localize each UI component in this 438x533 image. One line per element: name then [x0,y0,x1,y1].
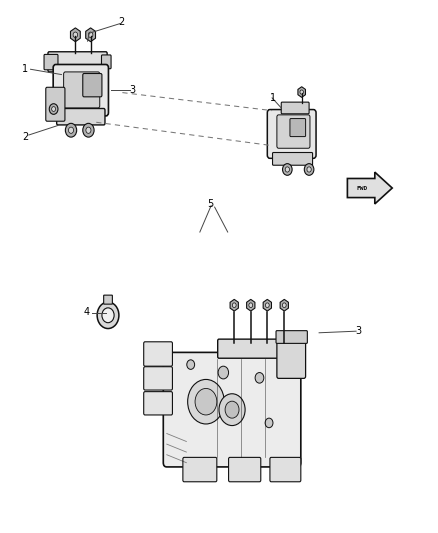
Circle shape [283,164,292,175]
FancyBboxPatch shape [218,339,281,358]
Text: 3: 3 [355,326,361,336]
Polygon shape [86,28,95,42]
FancyBboxPatch shape [102,55,111,69]
Circle shape [285,167,290,172]
Circle shape [249,303,253,308]
Circle shape [49,104,58,114]
Polygon shape [298,87,305,98]
Text: 3: 3 [129,85,135,95]
FancyBboxPatch shape [44,54,58,70]
Circle shape [73,32,78,37]
Text: 2: 2 [118,17,124,27]
Text: 2: 2 [22,132,28,142]
Circle shape [187,360,194,369]
FancyBboxPatch shape [48,52,107,72]
Text: FWD: FWD [356,185,367,190]
Polygon shape [263,300,272,311]
FancyBboxPatch shape [104,295,113,304]
Polygon shape [347,172,392,204]
Circle shape [265,303,269,308]
Circle shape [97,302,119,328]
Circle shape [187,379,224,424]
Circle shape [307,167,311,172]
Circle shape [86,127,91,133]
FancyBboxPatch shape [144,367,173,390]
FancyBboxPatch shape [270,457,301,482]
FancyBboxPatch shape [83,74,102,97]
FancyBboxPatch shape [277,332,306,378]
FancyBboxPatch shape [229,457,261,482]
Circle shape [304,164,314,175]
FancyBboxPatch shape [163,352,301,467]
Circle shape [88,32,93,37]
Circle shape [232,303,236,308]
FancyBboxPatch shape [64,72,100,108]
Circle shape [255,373,264,383]
FancyBboxPatch shape [272,152,313,165]
Polygon shape [71,28,80,42]
Circle shape [65,123,77,137]
FancyBboxPatch shape [46,87,65,121]
Circle shape [68,127,74,133]
Polygon shape [280,300,289,311]
Circle shape [219,394,245,425]
FancyBboxPatch shape [57,109,105,125]
Polygon shape [247,300,255,311]
Text: 4: 4 [83,306,89,317]
Circle shape [265,418,273,427]
Circle shape [300,90,304,94]
Text: 5: 5 [207,199,213,209]
Circle shape [52,107,56,111]
Circle shape [102,308,114,322]
FancyBboxPatch shape [144,342,173,366]
Circle shape [283,303,286,308]
FancyBboxPatch shape [53,64,109,116]
Circle shape [83,123,94,137]
FancyBboxPatch shape [277,115,310,148]
FancyBboxPatch shape [267,110,316,158]
FancyBboxPatch shape [290,118,306,136]
Circle shape [218,366,229,379]
Text: 1: 1 [270,93,276,103]
Circle shape [225,401,239,418]
FancyBboxPatch shape [276,330,307,343]
FancyBboxPatch shape [144,392,173,415]
Polygon shape [230,300,238,311]
FancyBboxPatch shape [281,102,309,114]
FancyBboxPatch shape [183,457,217,482]
Circle shape [195,389,217,415]
Text: 1: 1 [22,64,28,74]
